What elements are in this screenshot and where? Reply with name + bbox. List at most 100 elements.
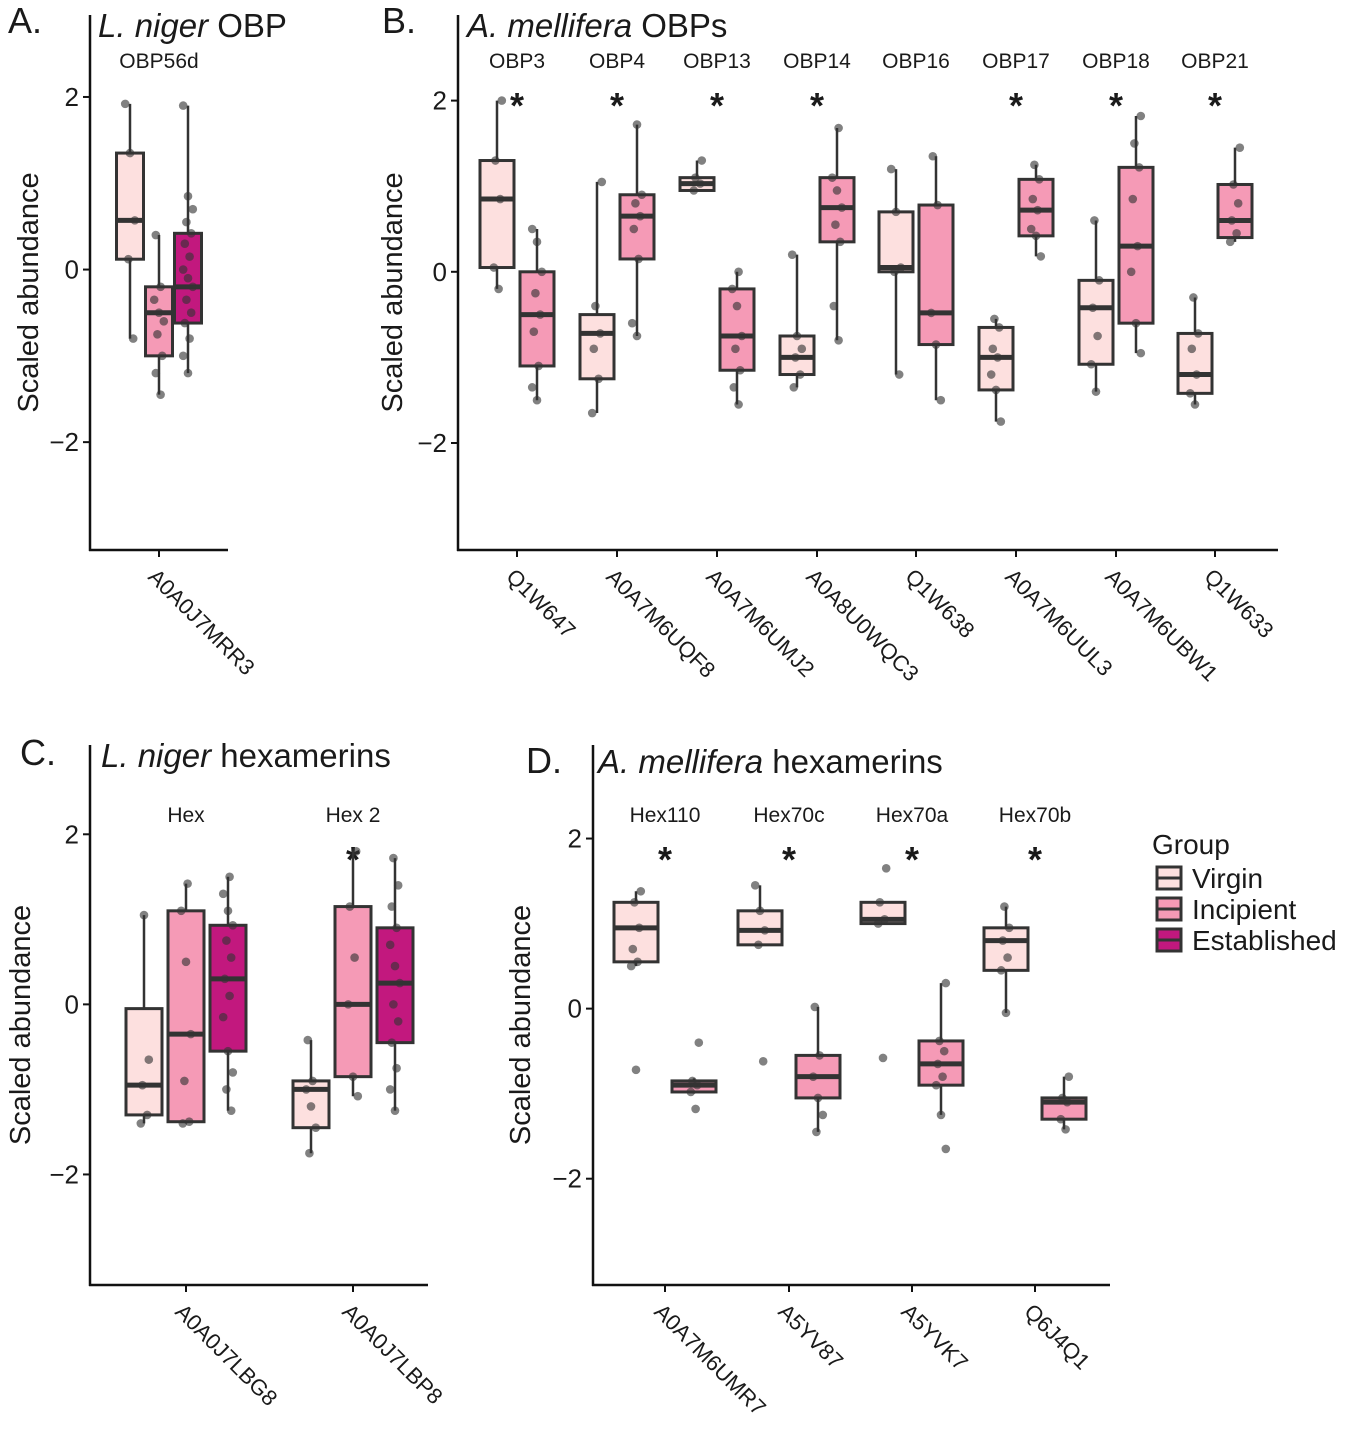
data-point [120, 99, 130, 109]
panel-2: B. A. mellifera OBPs −2 0 2 Scaled abundance Q… [377, 0, 1279, 686]
data-point [632, 331, 642, 341]
box-virgin [291, 1035, 331, 1158]
data-point [834, 123, 843, 133]
data-point [1003, 953, 1012, 962]
data-point [1128, 194, 1138, 204]
data-point [837, 203, 847, 212]
box-virgin [1077, 216, 1115, 396]
data-point [631, 1065, 641, 1075]
data-point [306, 1102, 316, 1111]
box-iqr [1176, 331, 1214, 395]
data-point [890, 267, 899, 277]
data-point [686, 1087, 696, 1097]
data-point [139, 910, 149, 920]
data-point [157, 351, 167, 361]
y-tick-label: 2 [433, 86, 447, 116]
data-point [1126, 267, 1136, 277]
box-iqr [518, 270, 556, 368]
data-point [144, 1055, 154, 1064]
data-point [835, 237, 845, 247]
box-incipient [333, 846, 373, 1101]
data-point [896, 263, 906, 272]
data-point [634, 254, 643, 264]
protein-name-label: Hex110 [630, 804, 701, 827]
data-point [928, 151, 938, 161]
data-point [1229, 180, 1238, 189]
data-point [635, 211, 645, 221]
data-point [226, 1106, 236, 1115]
data-point [180, 318, 190, 328]
data-point [626, 961, 636, 971]
box-iqr [982, 926, 1030, 972]
box-iqr [478, 159, 516, 270]
protein-name-label: OBP17 [982, 50, 1050, 73]
x-tick-label: A0A0J7MRR3 [143, 564, 259, 680]
box-established [208, 872, 248, 1115]
data-point [183, 191, 193, 201]
data-point [594, 374, 603, 384]
box-incipient [917, 978, 965, 1154]
data-point [891, 207, 901, 217]
x-tick-label: A5YVK7 [896, 1299, 972, 1375]
data-point [1001, 1008, 1011, 1018]
data-point [727, 284, 737, 294]
data-point [350, 953, 359, 962]
data-point [225, 872, 234, 882]
panel-label: D. [526, 740, 562, 781]
data-point [389, 853, 398, 863]
data-point [222, 1085, 231, 1094]
data-point [990, 314, 999, 324]
data-point [125, 148, 135, 158]
data-point [629, 224, 639, 234]
data-point [1036, 252, 1046, 261]
box-virgin [736, 881, 784, 1066]
y-tick-label: −2 [552, 1164, 582, 1194]
data-point [834, 335, 843, 345]
x-tick-label: A5YV87 [773, 1299, 848, 1374]
data-point [390, 961, 400, 971]
data-point [392, 1063, 401, 1073]
significance-star: * [1109, 85, 1123, 126]
data-point [734, 400, 743, 409]
data-point [223, 906, 233, 916]
significance-star: * [610, 85, 624, 126]
data-point [1232, 228, 1241, 238]
data-point [489, 263, 499, 272]
data-point [880, 915, 889, 924]
data-point [1133, 241, 1142, 251]
data-point [220, 974, 230, 984]
data-point [1189, 293, 1198, 302]
data-point [385, 940, 395, 950]
panel-title: A. mellifera hexamerins [596, 743, 943, 780]
panel-title-species: L. niger [98, 7, 210, 44]
data-point [497, 96, 507, 105]
data-point [1131, 318, 1141, 328]
data-point [1056, 1114, 1066, 1124]
data-point [886, 164, 896, 174]
data-point [732, 301, 742, 311]
panel-4: D. A. mellifera hexamerins −2 0 2 Scaled abun… [505, 740, 1110, 1420]
box-virgin [977, 314, 1015, 426]
data-point [222, 936, 231, 945]
y-tick-label: −2 [49, 1159, 79, 1189]
panel-title: A. mellifera OBPs [465, 7, 727, 44]
box-virgin [982, 902, 1030, 1018]
data-point [787, 250, 797, 259]
protein-name-label: Hex70c [753, 804, 824, 827]
protein-name-label: OBP16 [882, 50, 950, 73]
box-iqr [144, 285, 174, 358]
data-point [894, 370, 904, 379]
data-point [691, 173, 700, 182]
data-point [180, 1076, 189, 1086]
y-axis-label: Scaled abundance [13, 172, 45, 412]
data-point [993, 353, 1002, 362]
data-point [631, 199, 640, 208]
data-point [182, 217, 191, 227]
data-point [734, 267, 743, 277]
category-A5YV87: A5YV87 Hex70c * [736, 804, 848, 1374]
protein-name-label: OBP3 [489, 50, 545, 73]
significance-star: * [658, 839, 672, 880]
data-point [589, 344, 599, 354]
data-point [996, 417, 1006, 426]
